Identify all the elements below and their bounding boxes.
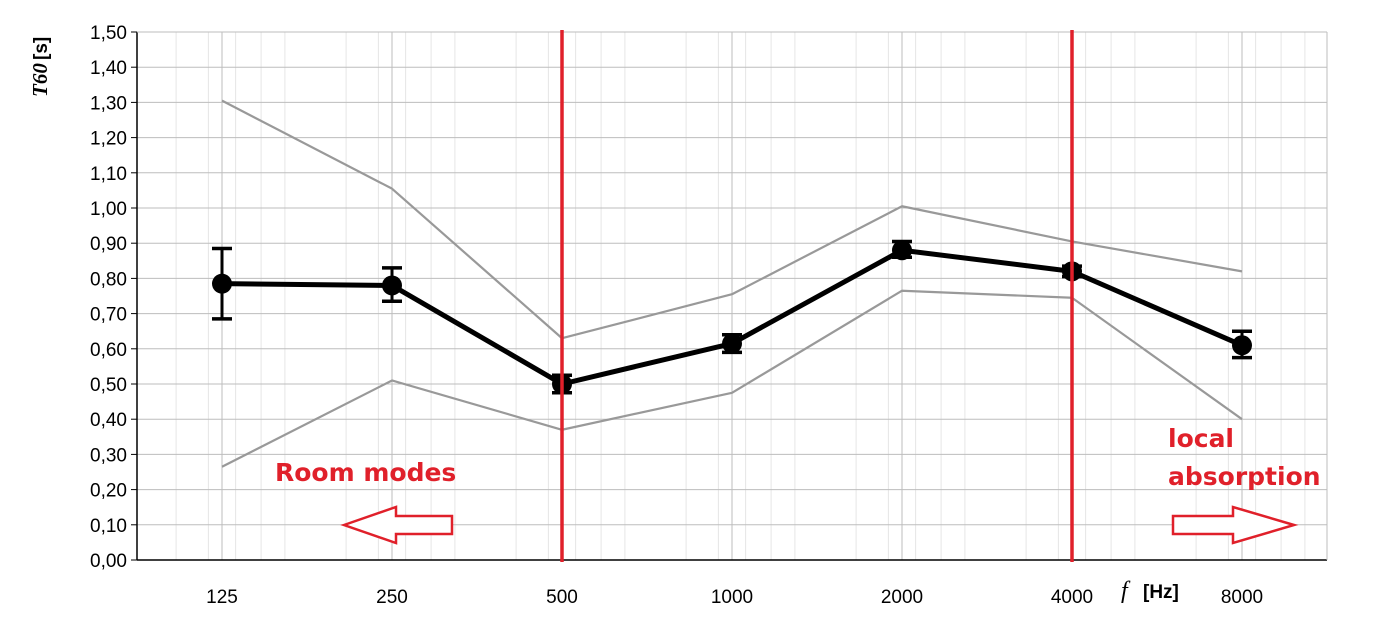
x-tick-label: 250 [376,587,408,608]
y-axis-symbol: T60 [28,63,52,97]
y-tick-label: 0,40 [90,410,127,431]
y-tick-labels: 0,00 0,10 0,20 0,30 0,40 0,50 0,60 0,70 0,80 0,90… [90,23,127,572]
y-tick-label: 1,20 [90,129,127,150]
y-tick-label: 0,50 [90,375,127,396]
x-tick-label: 500 [546,587,578,608]
x-tick-label: 8000 [1221,587,1263,608]
x-tick-label: 125 [206,587,238,608]
minor-grid [175,32,1306,560]
local-label: local [1168,424,1234,453]
y-tick-label: 0,80 [90,269,127,290]
y-tick-label: 0,70 [90,305,127,326]
y-tick-label: 1,30 [90,93,127,114]
x-axis-symbol: f [1121,578,1131,604]
data-point [212,273,232,294]
y-tick-label: 0,90 [90,234,127,255]
y-tick-label: 0,10 [90,516,127,537]
data-point [382,275,402,296]
y-tick-label: 1,00 [90,199,127,220]
y-tick-label: 1,50 [90,23,127,44]
x-tick-labels: 125 250 500 1000 2000 4000 8000 [206,587,1263,608]
y-axis-unit: [s] [31,37,52,60]
x-tick-label: 4000 [1051,587,1093,608]
absorption-label: absorption [1168,462,1321,491]
y-tick-label: 1,10 [90,164,127,185]
y-tick-label: 0,60 [90,340,127,361]
y-tick-label: 0,20 [90,481,127,502]
right-arrow [1171,505,1299,545]
y-tick-label: 0,00 [90,551,127,572]
left-arrow [340,505,454,545]
room-modes-label: Room modes [275,458,456,487]
data-point [1232,335,1252,356]
y-tick-label: 0,30 [90,445,127,466]
data-point [722,333,742,354]
data-point [892,240,912,261]
y-axis-label: T60 [s] [28,37,52,97]
x-tick-label: 2000 [881,587,923,608]
y-tick-label: 1,40 [90,58,127,79]
x-axis-unit: [Hz] [1143,582,1179,603]
x-tick-label: 1000 [711,587,753,608]
marker-lines [560,30,1074,562]
